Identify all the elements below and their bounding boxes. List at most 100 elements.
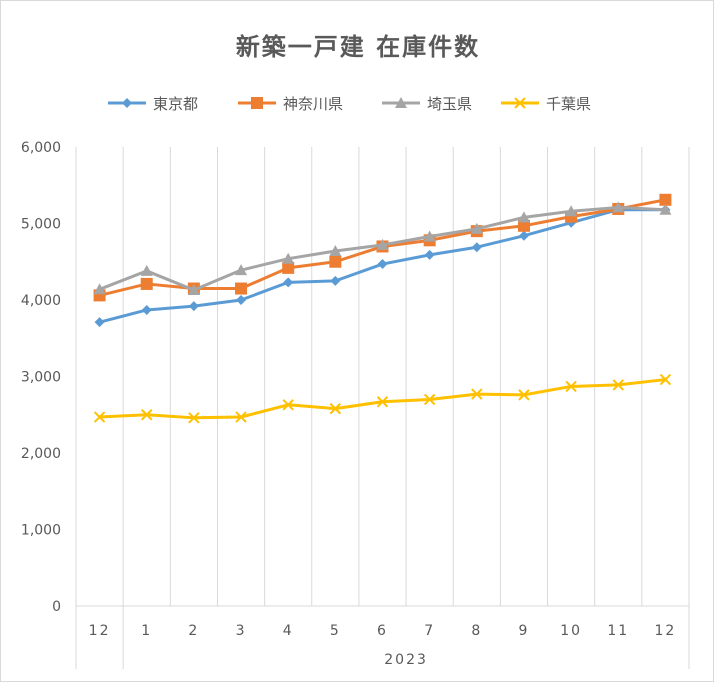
data-point xyxy=(282,399,294,411)
y-tick-label: 3,000 xyxy=(21,370,61,386)
legend-label: 東京都 xyxy=(153,95,198,113)
data-point xyxy=(518,230,529,241)
data-point xyxy=(235,264,248,276)
x-tick-label: 1 xyxy=(141,623,152,639)
data-point xyxy=(376,238,389,250)
data-point-stroke xyxy=(329,402,342,415)
data-point xyxy=(330,275,341,286)
data-point xyxy=(565,380,577,393)
x-tick-label: 6 xyxy=(377,623,388,639)
data-point-stroke xyxy=(188,412,200,424)
x-tick-label: 2 xyxy=(188,623,199,639)
data-point xyxy=(93,411,106,423)
x-tick-label: 5 xyxy=(330,623,341,639)
data-point xyxy=(141,409,153,421)
data-point xyxy=(518,389,530,401)
data-point-stroke xyxy=(141,409,153,421)
data-point-stroke xyxy=(235,411,247,423)
y-tick-label: 0 xyxy=(52,599,61,615)
data-point xyxy=(565,205,578,217)
y-tick-label: 4,000 xyxy=(21,293,61,309)
data-point xyxy=(612,379,624,391)
data-point-stroke xyxy=(565,380,577,393)
y-tick-label: 6,000 xyxy=(21,140,61,156)
data-point xyxy=(94,317,105,328)
x-tick-label: 3 xyxy=(236,623,247,639)
data-point xyxy=(612,201,625,213)
y-tick-label: 2,000 xyxy=(21,446,61,462)
data-point xyxy=(329,402,342,415)
data-point-stroke xyxy=(471,388,483,400)
data-point xyxy=(470,222,483,234)
data-point xyxy=(377,259,388,270)
data-point xyxy=(236,295,247,305)
data-point-stroke xyxy=(423,393,436,406)
data-point xyxy=(423,393,436,406)
legend-label: 千葉県 xyxy=(546,95,591,113)
legend-item: 東京都 xyxy=(108,95,198,113)
x-tick-label: 12 xyxy=(89,623,111,639)
data-point-stroke xyxy=(514,97,526,109)
data-point xyxy=(329,245,342,257)
data-point xyxy=(659,373,672,386)
data-point xyxy=(140,264,153,276)
chart-title: 新築一戸建 在庫件数 xyxy=(236,33,480,61)
x-tick-label: 11 xyxy=(607,623,629,639)
data-point xyxy=(514,97,526,109)
data-point-stroke xyxy=(93,411,106,423)
x-tick-label: 12 xyxy=(655,623,677,639)
gridlines xyxy=(75,147,690,606)
data-point xyxy=(282,252,295,264)
legend-label: 神奈川県 xyxy=(283,95,343,113)
data-point xyxy=(188,412,200,424)
data-point xyxy=(395,97,407,108)
data-point xyxy=(517,211,530,223)
data-point xyxy=(423,230,436,242)
data-point xyxy=(471,388,483,400)
x-tick-label: 4 xyxy=(283,623,294,639)
data-point xyxy=(329,255,342,268)
data-point xyxy=(122,98,132,108)
legend-item: 千葉県 xyxy=(501,95,591,113)
y-tick-label: 1,000 xyxy=(21,523,61,539)
x-tick-label: 10 xyxy=(560,623,582,639)
data-point xyxy=(188,301,199,312)
data-point xyxy=(251,97,263,109)
series-line xyxy=(99,378,666,420)
y-tick-label: 5,000 xyxy=(21,217,61,233)
series-3 xyxy=(93,373,672,424)
data-point xyxy=(93,283,106,295)
data-point xyxy=(235,282,248,295)
data-point-stroke xyxy=(612,379,624,391)
legend-label: 埼玉県 xyxy=(427,95,472,113)
data-point xyxy=(140,277,153,290)
data-point xyxy=(141,304,152,315)
series-group xyxy=(93,193,672,424)
data-point xyxy=(282,261,295,274)
data-point xyxy=(659,193,672,206)
data-point xyxy=(283,277,294,288)
series-0 xyxy=(94,204,671,328)
series-2 xyxy=(93,201,672,296)
data-point xyxy=(235,411,247,423)
legend-item: 埼玉県 xyxy=(382,95,472,113)
data-point-stroke xyxy=(376,396,389,408)
data-point xyxy=(659,203,672,215)
category-group-label: 2023 xyxy=(384,652,428,668)
x-tick-label: 8 xyxy=(471,623,482,639)
x-tick-label: 9 xyxy=(519,623,530,639)
legend: 東京都 神奈川県 埼玉県 千葉県 xyxy=(108,95,591,113)
data-point xyxy=(376,396,389,408)
data-point xyxy=(471,242,482,253)
data-point-stroke xyxy=(659,373,672,386)
data-point xyxy=(424,249,435,260)
x-tick-label: 7 xyxy=(424,623,435,639)
legend-item: 神奈川県 xyxy=(238,95,343,113)
data-point xyxy=(187,284,200,296)
data-point-stroke xyxy=(518,389,530,401)
data-point xyxy=(517,219,530,232)
data-point-stroke xyxy=(282,399,294,411)
